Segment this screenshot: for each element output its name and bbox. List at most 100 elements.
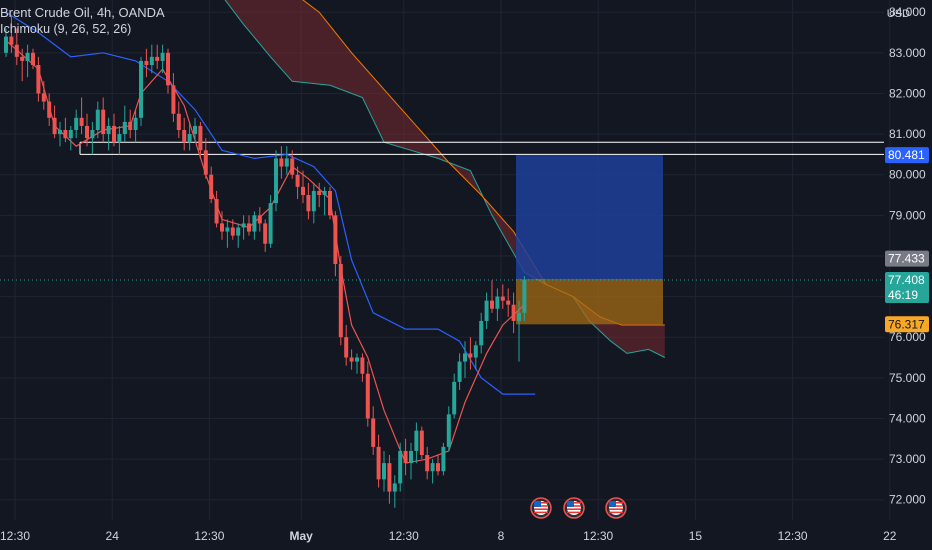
candle-body	[360, 357, 365, 374]
candle-body	[149, 56, 154, 65]
leading-span-a	[224, 0, 666, 358]
flag-stripe	[534, 511, 548, 514]
candle-body	[58, 130, 62, 135]
cloud-fill	[225, 0, 665, 358]
candle-body	[139, 60, 143, 118]
candle-body	[47, 101, 52, 118]
time-tick-label: 24	[106, 529, 120, 543]
candle-body	[333, 215, 338, 265]
candle-body	[322, 190, 327, 195]
candle-body	[279, 158, 284, 167]
candle-body	[387, 463, 392, 492]
candle-body	[176, 113, 181, 130]
candle-body	[446, 414, 451, 447]
candle-body	[160, 52, 165, 61]
candle-body	[338, 264, 343, 338]
candle-body	[68, 130, 73, 139]
candle-body	[36, 65, 41, 94]
target-price-tag: 80.481	[885, 147, 929, 164]
candle-body	[101, 109, 106, 135]
candle-body	[9, 36, 14, 45]
flag-stripe	[609, 508, 623, 510]
candle-body	[193, 125, 197, 135]
currency-label[interactable]: USD	[886, 8, 910, 20]
candle-body	[236, 227, 241, 236]
candle-body	[382, 463, 386, 480]
candle-body	[355, 357, 359, 362]
price-tick-label: 80.000	[889, 168, 926, 182]
price-tick-label: 76.000	[889, 330, 926, 344]
candle-body	[214, 199, 219, 224]
candle-body	[506, 300, 511, 305]
candle-body	[522, 279, 527, 313]
chart-grid	[0, 0, 891, 520]
candle-body	[365, 373, 370, 419]
candle-body	[473, 345, 478, 358]
candle-body	[25, 52, 30, 61]
position-zones	[516, 155, 663, 325]
candle-body	[63, 130, 68, 139]
candle-body	[392, 483, 397, 492]
flag-canton	[534, 501, 541, 507]
time-tick-label: 22	[883, 529, 897, 543]
flag-canton	[567, 501, 574, 507]
candle-body	[4, 36, 8, 53]
us-flag-icon	[563, 497, 585, 519]
us-flag-icon	[530, 497, 552, 519]
price-tick-label: 84.000	[889, 5, 926, 19]
time-tick-label: 8	[498, 529, 505, 543]
candle-body	[144, 60, 149, 65]
candle-body	[247, 223, 251, 232]
candle-body	[79, 117, 84, 126]
target-zone	[516, 155, 663, 279]
flag-stripe	[609, 511, 623, 514]
flag-stripe	[567, 508, 581, 510]
candle-body	[414, 430, 419, 451]
candle-body	[349, 357, 354, 362]
candle-body	[463, 353, 467, 362]
price-tag-bg	[885, 147, 929, 164]
candle-body	[31, 52, 35, 65]
candle-body	[52, 117, 57, 135]
indicator-title[interactable]: Ichimoku (9, 26, 52, 26)	[0, 22, 132, 36]
candle-body	[301, 186, 305, 195]
price-tick-label: 75.000	[889, 371, 926, 385]
candle-body	[41, 93, 46, 102]
time-tick-label: 15	[689, 529, 703, 543]
price-tag-text: 77.433	[888, 252, 925, 266]
candle-body	[457, 361, 462, 382]
time-tick-label: May	[290, 529, 314, 543]
flag-stripe	[567, 511, 581, 514]
price-tick-label: 79.000	[889, 208, 926, 222]
chart-legend: Brent Crude Oil, 4h, OANDA Ichimoku (9, …	[0, 5, 165, 37]
candle-body	[209, 174, 214, 200]
candle-body	[500, 296, 505, 301]
candle-body	[263, 223, 268, 244]
candle-body	[284, 158, 289, 167]
time-tick-label: 12:30	[194, 529, 224, 543]
time-tick-label: 12:30	[389, 529, 419, 543]
price-tick-label: 72.000	[889, 493, 926, 507]
candle-body	[295, 174, 300, 187]
countdown-text: 46:19	[888, 288, 918, 302]
price-tag-text: 76.317	[888, 317, 925, 331]
candle-body	[252, 215, 257, 232]
symbol-title[interactable]: Brent Crude Oil, 4h, OANDA	[0, 5, 165, 20]
price-tick-label: 74.000	[889, 411, 926, 425]
candle-body	[112, 125, 116, 143]
candle-body	[328, 190, 332, 216]
candle-body	[344, 337, 349, 358]
price-tick-label: 81.000	[889, 127, 926, 141]
candle-body	[452, 381, 457, 415]
time-tick-label: 12:30	[583, 529, 613, 543]
candle-body	[198, 125, 203, 151]
economic-events	[530, 497, 627, 519]
candle-body	[95, 109, 100, 130]
time-tick-label: 12:30	[0, 529, 30, 543]
candle-body	[166, 52, 170, 86]
candle-body	[317, 190, 322, 195]
last-price-text: 77.408	[888, 273, 925, 287]
candle-body	[230, 227, 235, 236]
